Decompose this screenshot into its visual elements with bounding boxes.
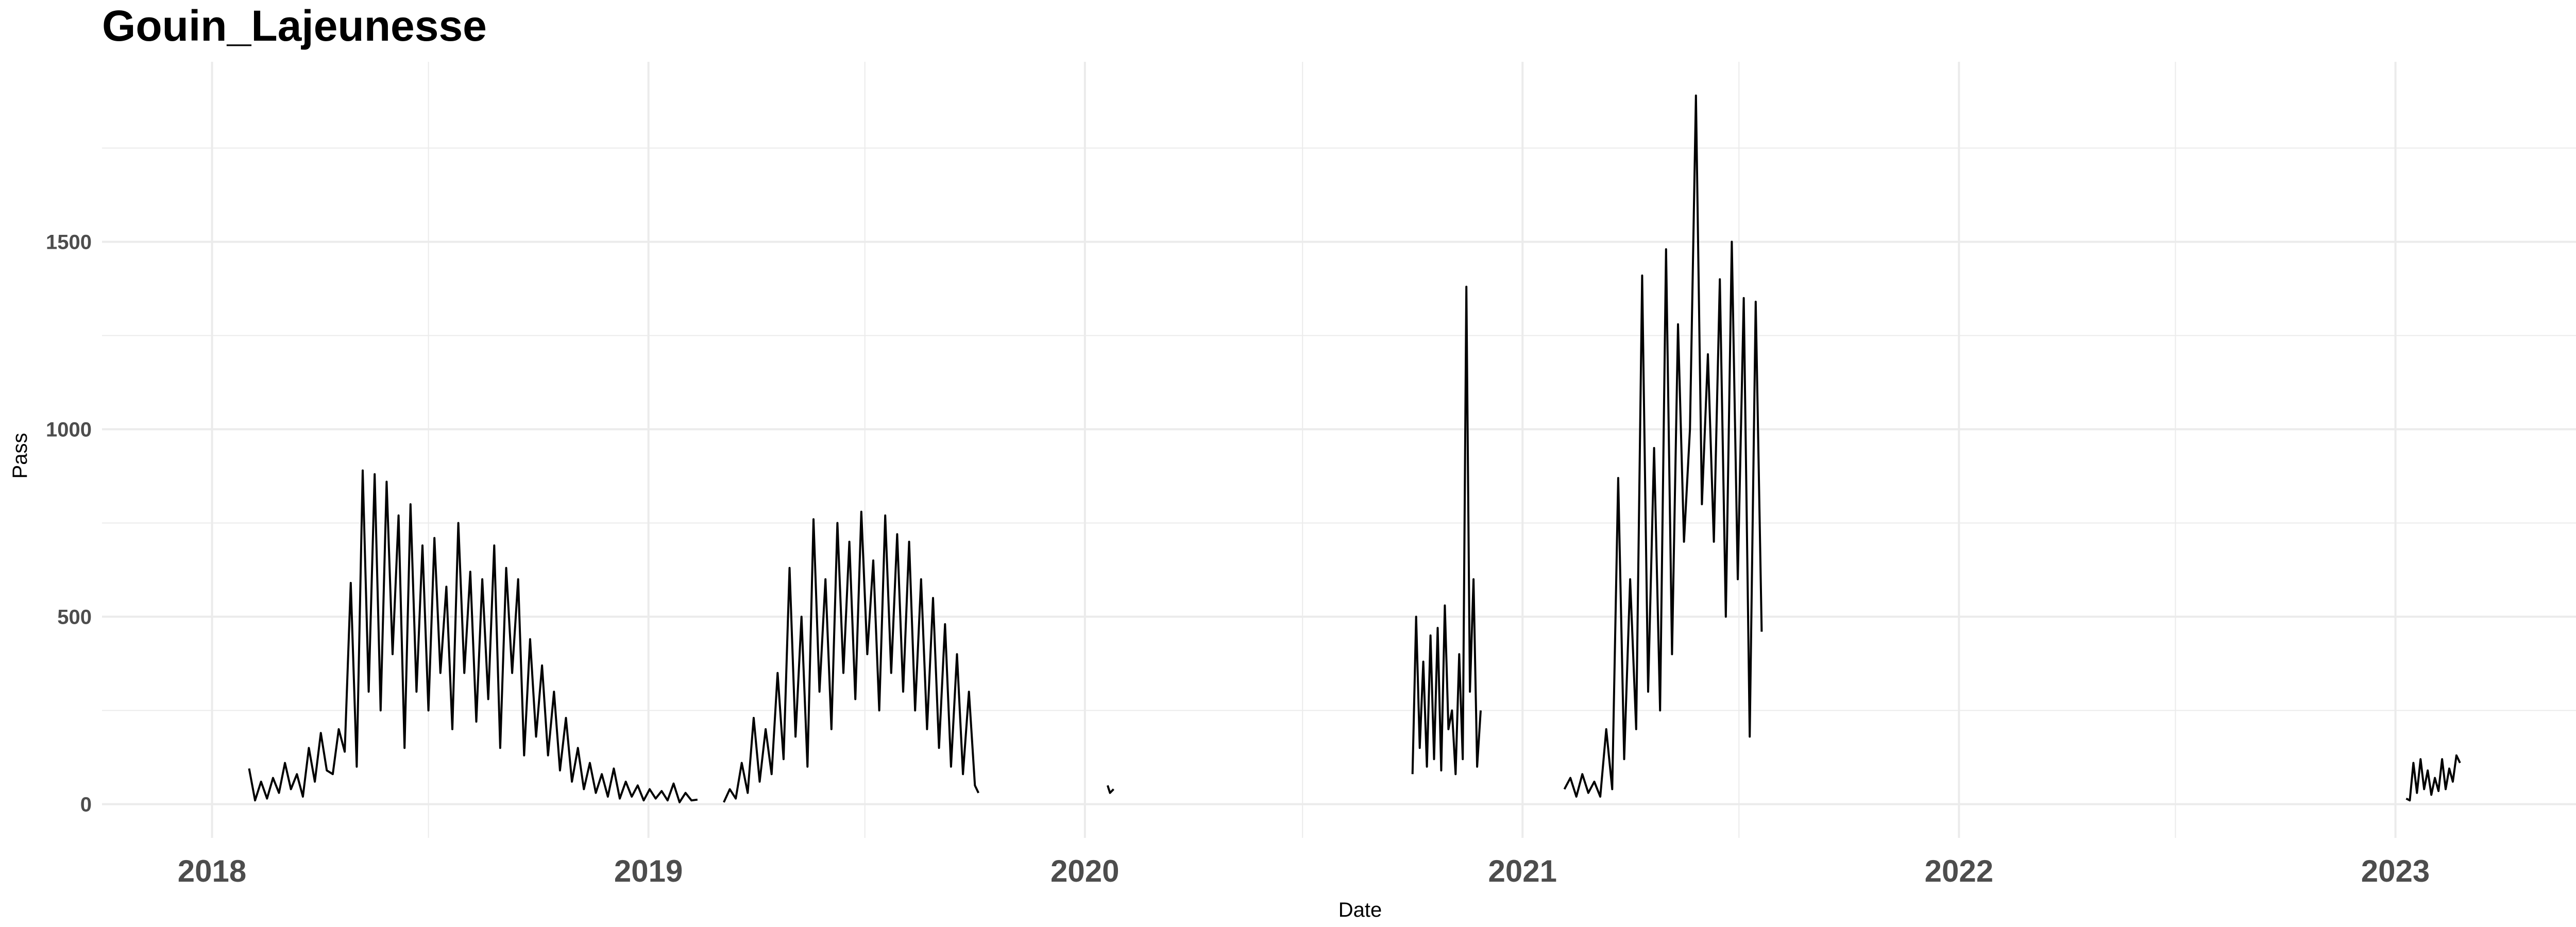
y-tick-label: 0 (80, 793, 92, 816)
y-tick-label: 1500 (46, 231, 92, 253)
x-tick-label: 2020 (1050, 854, 1119, 888)
y-tick-label: 500 (57, 606, 92, 628)
series-line-segment (2405, 754, 2461, 802)
x-tick-label: 2023 (2361, 854, 2430, 888)
series-layer (248, 94, 2461, 803)
x-axis-title: Date (1338, 899, 1382, 921)
y-tick-label: 1000 (46, 418, 92, 441)
axis-layer: Date Pass 0 500 1000 1500 2018 2019 2020 2021 20… (9, 231, 2430, 921)
series-line-segment (1411, 285, 1482, 776)
x-tick-label: 2021 (1488, 854, 1557, 888)
series-line-segment (723, 510, 980, 803)
x-tick-label: 2018 (178, 854, 246, 888)
grid-layer (102, 62, 2576, 838)
series-line-segment (1563, 94, 1763, 798)
y-axis-title: Pass (9, 433, 31, 479)
x-tick-label: 2019 (614, 854, 683, 888)
x-tick-label: 2022 (1925, 854, 1993, 888)
series-line-segment (248, 469, 698, 803)
series-line-segment (1106, 785, 1114, 794)
chart-title: Gouin_Lajeunesse (102, 2, 487, 50)
